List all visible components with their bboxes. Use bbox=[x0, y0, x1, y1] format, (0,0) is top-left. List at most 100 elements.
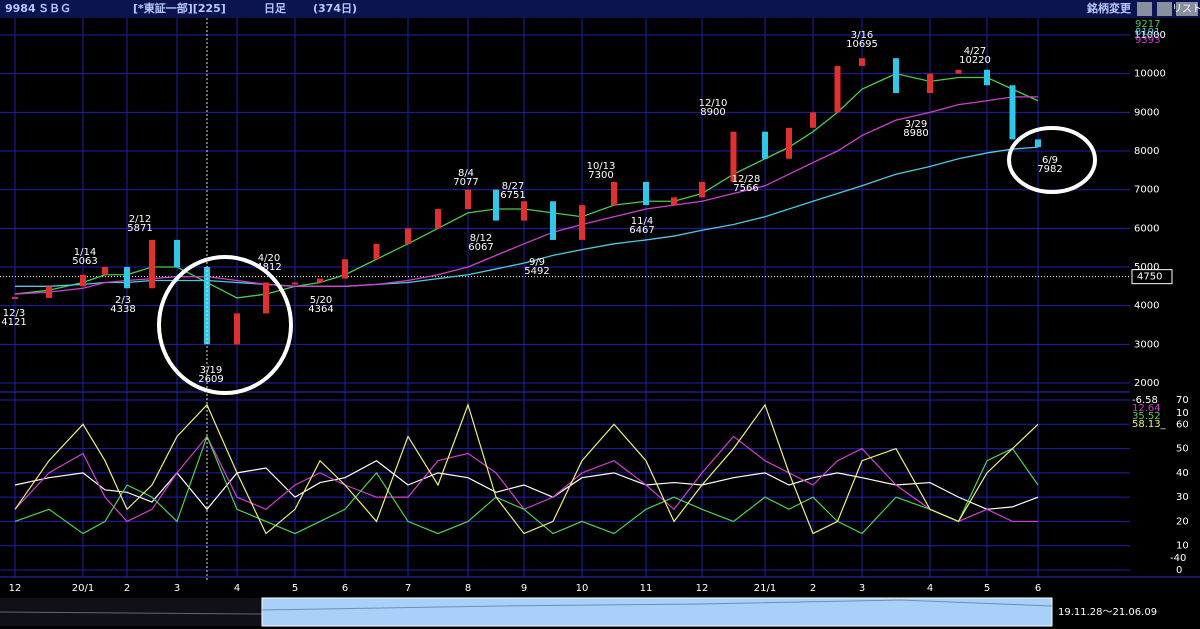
y-tick-label: 60 bbox=[1176, 419, 1189, 430]
scroll-line bbox=[261, 599, 1053, 611]
annotation-price: 2609 bbox=[198, 374, 223, 385]
annotation-date: 11/4 bbox=[631, 216, 653, 227]
candle bbox=[671, 197, 677, 206]
annotation-price: 5063 bbox=[72, 256, 97, 267]
x-tick-label: 4 bbox=[234, 583, 240, 594]
annotation-date: 3/16 bbox=[851, 30, 873, 41]
y-tick-label: 10 bbox=[1176, 541, 1189, 552]
candle bbox=[124, 267, 130, 289]
annotation-date: 1/14 bbox=[74, 247, 96, 258]
x-tick-label: 2 bbox=[124, 583, 130, 594]
candle bbox=[1009, 85, 1016, 140]
y-tick-label: 5000 bbox=[1134, 262, 1159, 273]
x-tick-label: 8 bbox=[465, 583, 471, 594]
line-series bbox=[14, 72, 1039, 299]
annotation-date: 4/20 bbox=[258, 253, 280, 264]
y-tick-label: 4000 bbox=[1134, 301, 1159, 312]
annotation-price: 4812 bbox=[256, 262, 281, 273]
annotation-price: 6467 bbox=[629, 225, 654, 236]
y-tick-label: 3000 bbox=[1134, 339, 1159, 350]
candle bbox=[405, 228, 411, 244]
list-label[interactable]: リスト bbox=[1172, 4, 1200, 15]
up-button[interactable] bbox=[1157, 2, 1172, 16]
line-series bbox=[14, 434, 1039, 535]
x-tick-label: 4 bbox=[927, 583, 933, 594]
annotation-date: 2/12 bbox=[129, 214, 151, 225]
readout: 35.52 bbox=[1132, 411, 1161, 422]
extra-label: 10 bbox=[1176, 408, 1189, 419]
y-tick-label: 30 bbox=[1176, 492, 1189, 503]
legend-entry: 9217 bbox=[1135, 19, 1160, 30]
candle bbox=[465, 189, 471, 209]
reference-label: 4750 bbox=[1137, 272, 1162, 283]
readout: -6.58 bbox=[1132, 395, 1158, 406]
annotation-date: 3/29 bbox=[905, 119, 927, 130]
candle bbox=[102, 267, 108, 275]
change-button[interactable]: 銘柄変更 bbox=[1087, 1, 1132, 15]
annotation-price: 7982 bbox=[1037, 164, 1062, 175]
code: 9984 bbox=[5, 2, 36, 15]
extra-label: -40 bbox=[1170, 553, 1186, 564]
y-tick-label: 70 bbox=[1176, 395, 1189, 406]
candle bbox=[984, 69, 990, 86]
annotation-price: 4364 bbox=[308, 304, 333, 315]
candle bbox=[435, 209, 441, 229]
candle bbox=[174, 239, 180, 267]
down-button[interactable] bbox=[1137, 2, 1152, 16]
annotation-date: 5/20 bbox=[310, 295, 332, 306]
y-tick-label: 11000 bbox=[1134, 30, 1166, 41]
x-tick-label: 12 bbox=[9, 583, 22, 594]
x-tick-label: 2 bbox=[810, 583, 816, 594]
list-button[interactable] bbox=[1176, 2, 1198, 16]
annotation-date: 8/27 bbox=[502, 181, 524, 192]
title-bar bbox=[0, 0, 1200, 18]
annotation-price: 8900 bbox=[700, 107, 725, 118]
highlight-circle bbox=[157, 255, 293, 395]
annotation-price: 7077 bbox=[453, 177, 478, 188]
y-tick-label: 8000 bbox=[1134, 146, 1159, 157]
candle bbox=[927, 73, 933, 93]
count: (374日) bbox=[313, 2, 357, 15]
candle bbox=[149, 239, 155, 289]
y-tick-label: 50 bbox=[1176, 444, 1189, 455]
candle bbox=[893, 58, 899, 93]
candle bbox=[342, 259, 348, 279]
x-tick-label: 12 bbox=[696, 583, 709, 594]
period: 日足 bbox=[264, 2, 287, 15]
annotation-price: 5492 bbox=[524, 266, 549, 277]
candle bbox=[810, 112, 816, 128]
scroll-thumb[interactable] bbox=[261, 597, 1053, 627]
candle bbox=[579, 205, 585, 240]
annotation-date: 4/27 bbox=[964, 46, 986, 57]
annotation-date: 6/9 bbox=[1042, 155, 1058, 166]
line-series bbox=[14, 96, 1038, 295]
annotation-price: 7566 bbox=[733, 183, 758, 194]
annotation-price: 6751 bbox=[500, 190, 525, 201]
candle bbox=[234, 313, 240, 345]
annotation-price: 4121 bbox=[1, 317, 26, 328]
annotation-price: 10695 bbox=[846, 39, 878, 50]
x-tick-label: 3 bbox=[859, 583, 865, 594]
candle bbox=[373, 243, 380, 260]
candle bbox=[859, 58, 865, 66]
y-tick-label: 2000 bbox=[1134, 378, 1159, 389]
candle bbox=[611, 181, 617, 206]
market: [*東証一部][225] bbox=[133, 1, 226, 15]
legend-entry: 9393 bbox=[1135, 35, 1160, 46]
candle bbox=[263, 282, 269, 314]
x-tick-label: 3 bbox=[174, 583, 180, 594]
x-tick-label: 7 bbox=[405, 583, 411, 594]
candle bbox=[317, 278, 323, 283]
y-tick-label: 0 bbox=[1176, 565, 1182, 576]
line-series bbox=[14, 402, 1039, 535]
x-tick-label: 5 bbox=[292, 583, 298, 594]
candle bbox=[762, 131, 768, 159]
annotation-date: 12/28 bbox=[732, 174, 761, 185]
candle bbox=[550, 201, 556, 240]
y-tick-label: 6000 bbox=[1134, 223, 1159, 234]
annotation-price: 6067 bbox=[468, 242, 493, 253]
scroll-line bbox=[0, 611, 263, 615]
x-tick-label: 6 bbox=[342, 583, 348, 594]
candle bbox=[12, 296, 18, 299]
